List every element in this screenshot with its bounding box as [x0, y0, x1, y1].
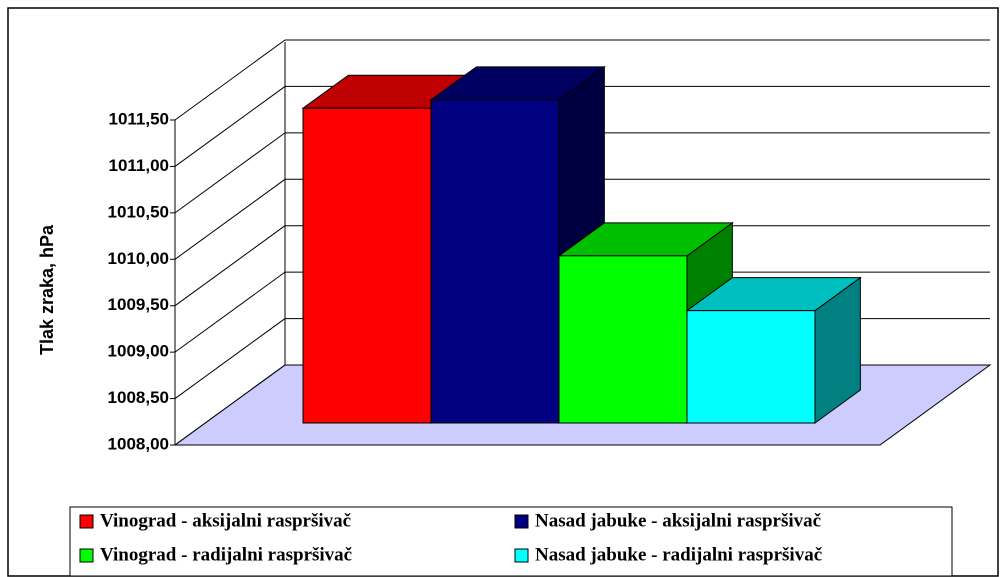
- y-tick-label: 1008,00: [108, 434, 169, 453]
- legend-swatch: [79, 548, 94, 563]
- bar: [302, 107, 432, 424]
- y-tick-label: 1011,50: [108, 109, 169, 128]
- grid-line: [174, 86, 286, 167]
- grid-line: [174, 225, 286, 307]
- grid-line: [174, 271, 286, 353]
- legend-label: Vinograd - radijalni raspršivač: [100, 544, 352, 565]
- y-tick-label: 1010,00: [108, 249, 169, 268]
- y-tick-label: 1008,50: [108, 388, 169, 407]
- bar: [686, 310, 816, 424]
- legend-label: Nasad jabuke - aksijalni raspršivač: [535, 510, 821, 531]
- y-tick-label: 1011,00: [108, 156, 169, 175]
- y-axis-label: Tlak zraka, hPa: [37, 224, 57, 355]
- grid-line: [174, 39, 286, 121]
- grid-line: [174, 364, 286, 446]
- legend: [69, 506, 953, 577]
- bar: [558, 255, 688, 424]
- legend-swatch: [514, 514, 529, 529]
- grid-line: [174, 178, 286, 260]
- grid-line: [174, 132, 286, 214]
- legend-swatch: [79, 514, 94, 529]
- y-tick-label: 1009,00: [108, 342, 169, 361]
- legend-label: Nasad jabuke - radijalni raspršivač: [535, 544, 822, 565]
- y-tick-label: 1010,50: [108, 202, 169, 221]
- legend-label: Vinograd - aksijalni raspršivač: [100, 510, 351, 531]
- y-tick-label: 1009,50: [108, 295, 169, 314]
- grid-line: [174, 318, 286, 399]
- legend-swatch: [514, 548, 529, 563]
- bar: [430, 99, 560, 424]
